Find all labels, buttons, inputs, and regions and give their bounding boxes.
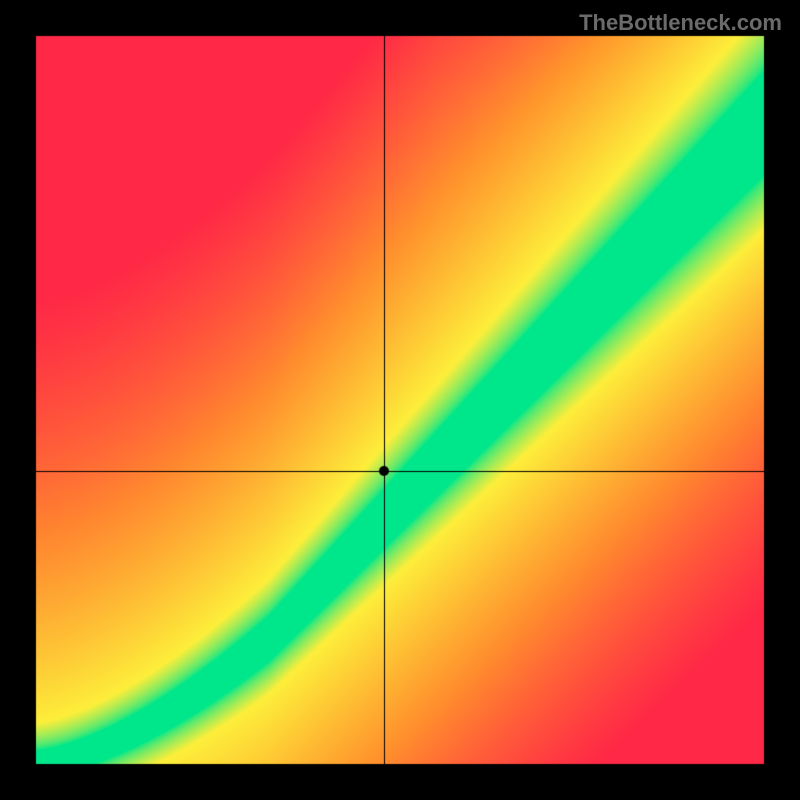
chart-container: TheBottleneck.com	[0, 0, 800, 800]
watermark-text: TheBottleneck.com	[579, 10, 782, 36]
bottleneck-heatmap	[0, 0, 800, 800]
